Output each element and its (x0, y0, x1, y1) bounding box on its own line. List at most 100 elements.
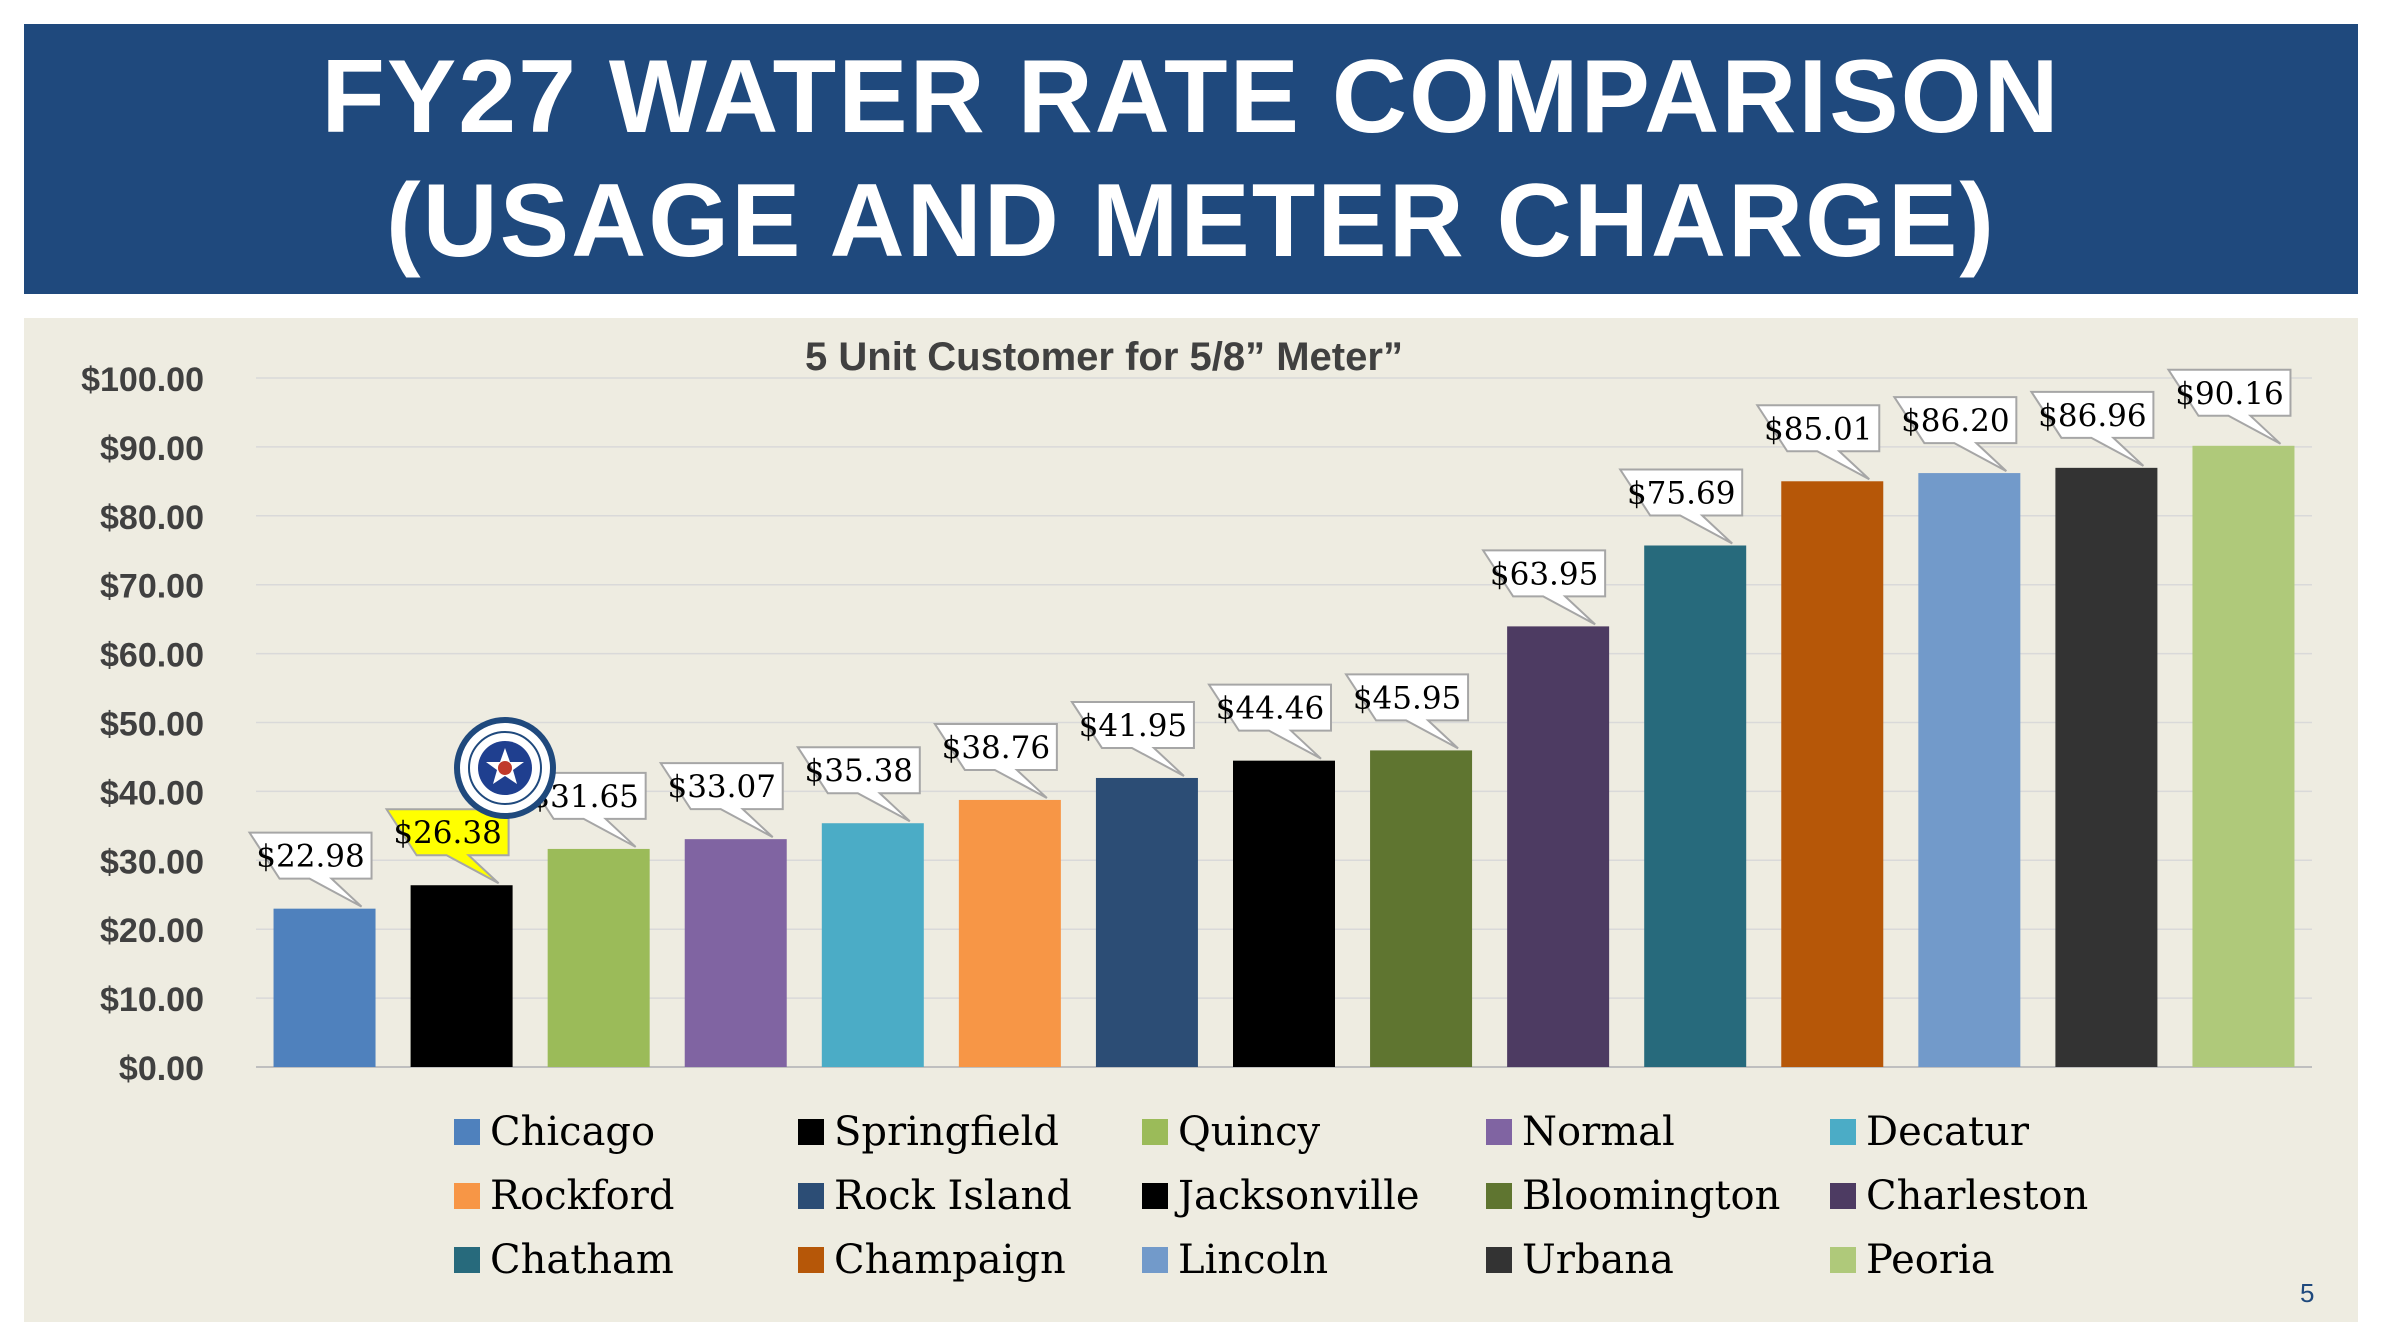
y-tick-label: $70.00 (100, 568, 204, 606)
data-label: $38.76 (942, 730, 1050, 766)
legend-swatch (1142, 1119, 1168, 1145)
legend-item: Quincy (1142, 1100, 1486, 1164)
y-tick-label: $30.00 (100, 843, 204, 881)
legend-label: Charleston (1866, 1173, 2089, 1219)
legend-swatch (454, 1119, 480, 1145)
bar-chatham (1644, 545, 1747, 1067)
y-tick-label: $60.00 (100, 637, 204, 675)
chart-title: 5 Unit Customer for 5/8” Meter” (805, 335, 1403, 379)
data-label: $41.95 (1079, 708, 1187, 744)
legend-item: Chicago (454, 1100, 798, 1164)
data-label-callout (2029, 390, 2155, 467)
legend-item: Chatham (454, 1228, 798, 1292)
legend-swatch (1830, 1183, 1856, 1209)
data-label: $63.95 (1490, 556, 1598, 592)
title-band: FY27 WATER RATE COMPARISON (USAGE AND ME… (24, 24, 2358, 294)
slide-title-line-1: FY27 WATER RATE COMPARISON (321, 39, 2061, 155)
data-label-callout (1755, 404, 1881, 481)
legend-label: Jacksonville (1178, 1173, 1420, 1219)
legend-swatch (454, 1247, 480, 1273)
bars (273, 445, 2295, 1067)
data-label-callout (1070, 700, 1195, 777)
data-label: $86.20 (1901, 403, 2009, 439)
bar-champaign (1781, 481, 1884, 1067)
bar-normal (684, 839, 787, 1067)
data-label-callout (795, 746, 921, 823)
bar-rockford (958, 799, 1061, 1067)
bar-lincoln (1918, 473, 2021, 1067)
chart-legend: Chicago Springfield Quincy Normal Decatur Roc… (454, 1100, 2174, 1300)
chart-panel: 5 Unit Customer for 5/8” Meter” $0.00 $10… (24, 318, 2358, 1322)
legend-swatch (1486, 1183, 1512, 1209)
legend-label: Springfield (834, 1109, 1060, 1155)
legend-label: Champaign (834, 1237, 1066, 1283)
legend-item: Rockford (454, 1164, 798, 1228)
legend-swatch (1142, 1183, 1168, 1209)
legend-swatch (1486, 1119, 1512, 1145)
legend-item: Lincoln (1142, 1228, 1486, 1292)
data-label: $90.16 (2175, 376, 2283, 412)
legend-label: Normal (1522, 1109, 1675, 1155)
data-label: $45.95 (1353, 680, 1461, 716)
bar-decatur (821, 823, 924, 1067)
data-label: $85.01 (1764, 411, 1872, 447)
bar-urbana (2055, 467, 2158, 1067)
legend-item: Charleston (1830, 1164, 2174, 1228)
legend-label: Rock Island (834, 1173, 1072, 1219)
y-tick-label: $90.00 (100, 430, 204, 468)
legend-item: Decatur (1830, 1100, 2174, 1164)
bar-peoria (2192, 445, 2295, 1067)
bar-rock-island (1095, 777, 1198, 1067)
legend-label: Bloomington (1522, 1173, 1781, 1219)
data-label: $44.46 (1216, 691, 1324, 727)
y-tick-label: $100.00 (81, 361, 204, 399)
legend-label: Rockford (490, 1173, 675, 1219)
legend-swatch (1486, 1247, 1512, 1273)
legend-label: Peoria (1866, 1237, 1995, 1283)
legend-label: Decatur (1866, 1109, 2029, 1155)
data-label: $22.98 (256, 839, 364, 875)
data-label: $33.07 (667, 769, 775, 805)
legend-swatch (798, 1183, 824, 1209)
legend-swatch (798, 1119, 824, 1145)
legend-item: Jacksonville (1142, 1164, 1486, 1228)
legend-item: Springfield (798, 1100, 1142, 1164)
data-label-callout (1207, 683, 1332, 760)
y-tick-label: $10.00 (100, 981, 204, 1019)
data-label: $75.69 (1627, 475, 1735, 511)
legend-item: Rock Island (798, 1164, 1142, 1228)
bar-chicago (273, 908, 376, 1067)
y-tick-label: $0.00 (119, 1050, 204, 1088)
data-label-callout (2166, 368, 2292, 445)
legend-item: Urbana (1486, 1228, 1830, 1292)
bar-bloomington (1370, 750, 1473, 1067)
legend-label: Quincy (1178, 1109, 1321, 1155)
y-tick-label: $20.00 (100, 912, 204, 950)
data-label-callout (1344, 673, 1470, 750)
legend-label: Chatham (490, 1237, 674, 1283)
data-label-callout (933, 722, 1058, 799)
y-tick-label: $50.00 (100, 706, 204, 744)
legend-swatch (454, 1183, 480, 1209)
y-axis-ticks: $0.00 $10.00 $20.00 $30.00 $40.00 $50.00 $60.0… (81, 361, 204, 1088)
legend-swatch (1830, 1119, 1856, 1145)
legend-label: Urbana (1522, 1237, 1674, 1283)
page-number: 5 (2300, 1278, 2315, 1308)
legend-swatch (1142, 1247, 1168, 1273)
legend-swatch (1830, 1247, 1856, 1273)
springfield-cwlp-seal-logo (454, 717, 556, 819)
data-label: $86.96 (2038, 398, 2146, 434)
data-labels: $22.98$26.38$31.65 $33.07 $35.38$38.76$41.… (247, 368, 2292, 908)
bar-charleston (1507, 626, 1610, 1067)
data-label-callout (1618, 468, 1744, 545)
y-tick-label: $40.00 (100, 774, 204, 812)
bar-chart: 5 Unit Customer for 5/8” Meter” $0.00 $10… (81, 335, 2312, 1088)
data-label-callout (1481, 549, 1607, 626)
legend-item: Peoria (1830, 1228, 2174, 1292)
legend-item: Normal (1486, 1100, 1830, 1164)
slide-title-line-2: (USAGE AND METER CHARGE) (386, 163, 1996, 279)
data-label-callout (658, 762, 784, 839)
data-label-callout (247, 831, 373, 908)
data-label: $35.38 (805, 753, 913, 789)
legend-item: Bloomington (1486, 1164, 1830, 1228)
